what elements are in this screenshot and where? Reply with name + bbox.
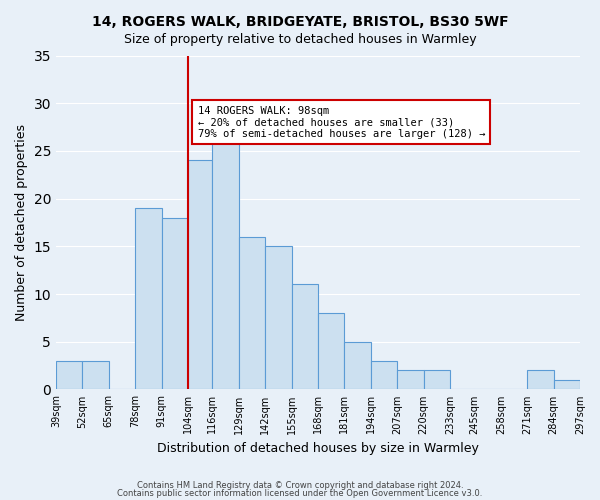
Text: Contains HM Land Registry data © Crown copyright and database right 2024.: Contains HM Land Registry data © Crown c… [137, 481, 463, 490]
Text: Contains public sector information licensed under the Open Government Licence v3: Contains public sector information licen… [118, 488, 482, 498]
Bar [318, 313, 344, 390]
Bar [554, 380, 580, 390]
Bar [292, 284, 318, 390]
Bar [424, 370, 450, 390]
Bar [527, 370, 554, 390]
Bar [56, 361, 82, 390]
Bar [161, 218, 188, 390]
Y-axis label: Number of detached properties: Number of detached properties [15, 124, 28, 321]
Text: Size of property relative to detached houses in Warmley: Size of property relative to detached ho… [124, 32, 476, 46]
Bar [188, 160, 212, 390]
Text: 14 ROGERS WALK: 98sqm
← 20% of detached houses are smaller (33)
79% of semi-deta: 14 ROGERS WALK: 98sqm ← 20% of detached … [197, 106, 485, 139]
Bar [397, 370, 424, 390]
Bar [239, 237, 265, 390]
Bar [344, 342, 371, 390]
Bar [265, 246, 292, 390]
Text: 14, ROGERS WALK, BRIDGEYATE, BRISTOL, BS30 5WF: 14, ROGERS WALK, BRIDGEYATE, BRISTOL, BS… [92, 15, 508, 29]
Bar [135, 208, 161, 390]
Bar [371, 361, 397, 390]
Bar [82, 361, 109, 390]
X-axis label: Distribution of detached houses by size in Warmley: Distribution of detached houses by size … [157, 442, 479, 455]
Bar [212, 142, 239, 390]
